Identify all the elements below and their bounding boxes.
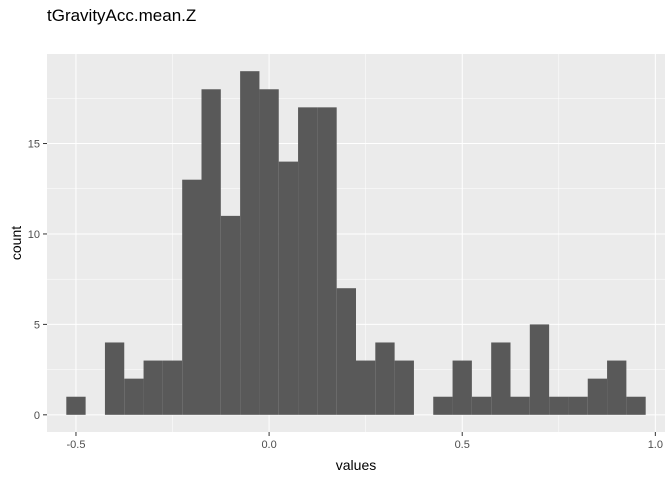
histogram-bar xyxy=(182,179,202,415)
x-tick-label: 1.0 xyxy=(648,439,663,451)
y-tick-label: 5 xyxy=(34,319,40,331)
histogram-bar xyxy=(568,396,588,415)
histogram-bar xyxy=(220,215,241,415)
histogram-bar xyxy=(510,396,530,415)
y-axis-title: count xyxy=(8,226,24,260)
x-tick-label: 0.5 xyxy=(455,439,470,451)
x-tick-label: -0.5 xyxy=(66,439,85,451)
histogram-bar xyxy=(471,396,492,415)
histogram-bar xyxy=(317,107,337,415)
histogram-bar xyxy=(394,360,414,415)
histogram-bar xyxy=(529,324,550,415)
chart-title: tGravityAcc.mean.Z xyxy=(47,6,197,25)
histogram-bar xyxy=(356,360,376,415)
histogram-bars xyxy=(66,71,646,415)
histogram-bar xyxy=(278,161,299,415)
histogram-bar xyxy=(162,360,183,415)
histogram-bar xyxy=(587,378,608,415)
histogram-bar xyxy=(240,71,260,415)
x-axis: -0.5 0.0 0.5 1.0 xyxy=(66,432,663,451)
x-tick-label: 0.0 xyxy=(261,439,276,451)
histogram-bar xyxy=(491,342,511,415)
x-axis-title: values xyxy=(336,457,376,473)
histogram-bar xyxy=(336,288,356,415)
histogram-bar xyxy=(124,378,144,415)
histogram-bar xyxy=(452,360,472,415)
histogram-bar xyxy=(104,342,125,415)
y-tick-label: 0 xyxy=(34,410,40,422)
y-tick-label: 10 xyxy=(28,229,40,241)
histogram-bar xyxy=(375,342,395,415)
histogram-bar xyxy=(201,89,221,415)
histogram-bar xyxy=(143,360,163,415)
histogram-bar xyxy=(607,360,627,415)
histogram-bar xyxy=(298,107,318,415)
histogram-bar xyxy=(259,89,279,415)
y-tick-label: 15 xyxy=(28,139,40,151)
histogram-bar xyxy=(549,396,569,415)
y-axis: 0 5 10 15 xyxy=(28,139,47,422)
histogram-bar xyxy=(626,396,646,415)
histogram-bar xyxy=(66,396,86,415)
histogram-bar xyxy=(433,396,453,415)
